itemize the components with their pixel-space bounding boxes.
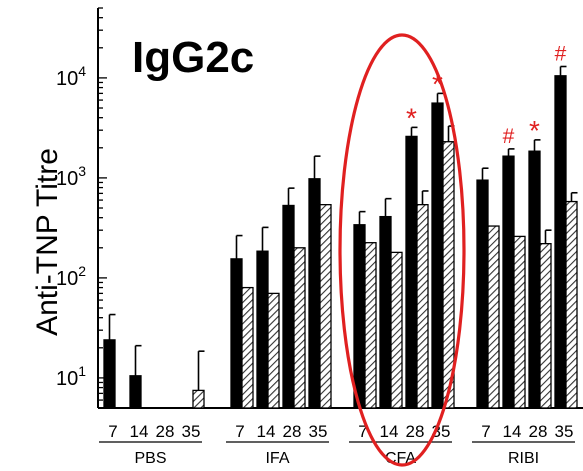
bar: [267, 292, 280, 409]
y-axis-label: Anti-TNP Titre: [31, 148, 64, 336]
bar: [129, 375, 142, 409]
x-tick-label: 35: [182, 422, 201, 441]
bar: [539, 243, 552, 409]
bars: [103, 65, 578, 409]
significance-marker: *: [432, 68, 443, 99]
significance-marker: #: [503, 125, 515, 148]
bar: [364, 242, 377, 409]
bar: [241, 286, 254, 409]
x-tick-label: 7: [358, 422, 367, 441]
group-label: PBS: [134, 450, 166, 467]
x-tick-label: 7: [235, 422, 244, 441]
x-tick-label: 14: [503, 422, 522, 441]
y-tick-label: 104: [56, 63, 86, 90]
bar: [103, 339, 116, 409]
x-tick-label: 28: [156, 422, 175, 441]
bar: [230, 258, 243, 409]
bar: [528, 150, 541, 409]
highlight-ellipse: [338, 33, 466, 467]
bar: [554, 75, 567, 409]
x-tick-label: 7: [108, 422, 117, 441]
x-tick-label: 14: [130, 422, 149, 441]
bar: [192, 389, 205, 409]
group-label: IFA: [265, 450, 289, 467]
bar: [308, 178, 321, 409]
group-label: RIBI: [508, 450, 539, 467]
bar: [353, 224, 366, 409]
significance-marker: *: [406, 102, 417, 133]
x-tick-label: 14: [257, 422, 276, 441]
bar: [502, 155, 515, 409]
bar: [405, 135, 418, 409]
bar: [513, 235, 526, 409]
y-tick-label: 101: [56, 363, 86, 390]
bar: [256, 250, 269, 409]
bar: [282, 204, 295, 409]
x-tick-label: 35: [309, 422, 328, 441]
y-tick-label: 102: [56, 263, 86, 290]
significance-marker: #: [555, 43, 567, 66]
x-tick-label: 35: [555, 422, 574, 441]
x-tick-label: 28: [283, 422, 302, 441]
chart-title: IgG2c: [132, 33, 254, 82]
significance-marker: *: [529, 115, 540, 146]
bar: [476, 179, 489, 409]
x-tick-label: 28: [529, 422, 548, 441]
x-tick-label: 7: [481, 422, 490, 441]
bar: [293, 247, 306, 409]
axes: 101 102 103 104: [56, 7, 583, 409]
x-tick-label: 14: [380, 422, 399, 441]
x-tick-label: 28: [406, 422, 425, 441]
y-tick-label: 103: [56, 163, 86, 190]
bar: [390, 251, 403, 409]
bar: [319, 204, 332, 409]
bar: [416, 204, 429, 409]
bar: [487, 225, 500, 409]
bar: [565, 200, 578, 409]
bar: [379, 215, 392, 409]
bar: [431, 102, 444, 409]
